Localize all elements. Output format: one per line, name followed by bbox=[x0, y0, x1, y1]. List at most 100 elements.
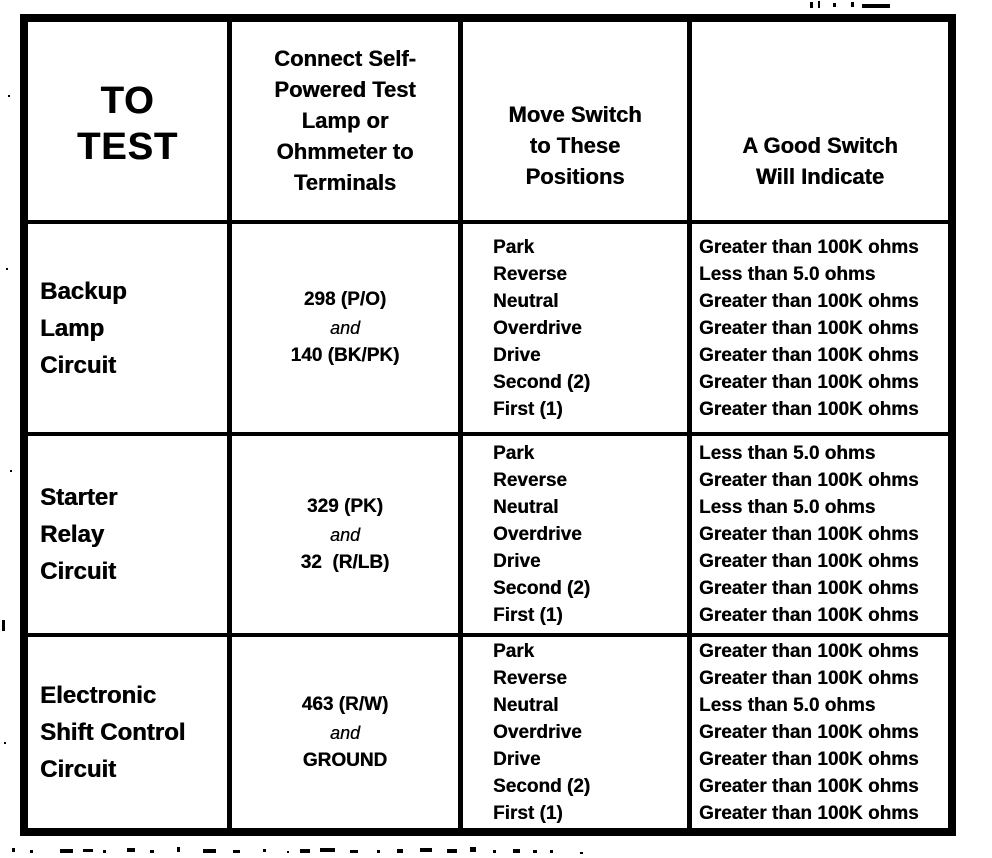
circuit-name-starter-relay: Starter Relay Circuit bbox=[28, 436, 232, 637]
indication-value: Greater than 100K ohms bbox=[699, 236, 919, 258]
scan-noise bbox=[580, 852, 583, 854]
positions-backup-lamp: Park Reverse Neutral Overdrive Drive Sec… bbox=[463, 224, 692, 436]
scan-noise bbox=[203, 849, 216, 853]
indication-value: Greater than 100K ohms bbox=[699, 749, 919, 770]
scan-noise bbox=[103, 850, 106, 853]
scan-noise bbox=[420, 848, 432, 852]
indication-value: Greater than 100K ohms bbox=[699, 578, 919, 599]
circuit-line: Starter bbox=[40, 484, 118, 511]
scan-noise bbox=[233, 850, 240, 853]
scan-noise bbox=[263, 849, 266, 852]
scan-noise bbox=[833, 3, 836, 7]
switch-test-table: TO TEST Connect Self- Powered Test Lamp … bbox=[20, 14, 956, 836]
indication-value: Greater than 100K ohms bbox=[699, 641, 919, 662]
switch-position: Reverse bbox=[493, 668, 567, 689]
indication-value: Greater than 100K ohms bbox=[699, 344, 919, 366]
indications-electronic-shift: Greater than 100K ohms Greater than 100K… bbox=[692, 637, 948, 828]
indication-value: Greater than 100K ohms bbox=[699, 524, 919, 545]
switch-position: Neutral bbox=[493, 695, 559, 716]
indication-value: Greater than 100K ohms bbox=[699, 803, 919, 824]
header-line: A Good Switch bbox=[742, 133, 898, 158]
header-terminals: Connect Self- Powered Test Lamp or Ohmme… bbox=[232, 22, 463, 224]
scan-noise bbox=[447, 849, 457, 853]
scan-noise bbox=[10, 470, 12, 472]
scan-noise bbox=[350, 850, 358, 853]
indication-value: Greater than 100K ohms bbox=[699, 398, 919, 420]
scan-noise bbox=[810, 2, 813, 8]
terminal-value: 32 (R/LB) bbox=[300, 551, 390, 573]
scan-noise bbox=[550, 850, 553, 853]
scan-noise bbox=[12, 848, 15, 852]
terminals-electronic-shift: 463 (R/W) and GROUND bbox=[232, 637, 463, 828]
indication-value: Greater than 100K ohms bbox=[699, 470, 919, 491]
circuit-line: Electronic bbox=[40, 682, 157, 709]
indication-value: Less than 5.0 ohms bbox=[699, 497, 876, 518]
header-line: Ohmmeter to bbox=[276, 139, 414, 164]
indications-starter-relay: Less than 5.0 ohms Greater than 100K ohm… bbox=[692, 436, 948, 637]
scan-noise bbox=[83, 849, 93, 852]
terminal-conjunction: and bbox=[329, 722, 361, 743]
circuit-line: Lamp bbox=[40, 314, 105, 342]
switch-position: Drive bbox=[493, 551, 541, 572]
terminal-value: 140 (BK/PK) bbox=[290, 345, 400, 366]
circuit-line: Circuit bbox=[40, 756, 117, 783]
scan-noise bbox=[533, 850, 537, 853]
circuit-name-electronic-shift: Electronic Shift Control Circuit bbox=[28, 637, 232, 828]
terminal-conjunction: and bbox=[329, 524, 361, 545]
circuit-line: Shift Control bbox=[40, 719, 186, 746]
positions-electronic-shift: Park Reverse Neutral Overdrive Drive Sec… bbox=[463, 637, 692, 828]
circuit-line: Circuit bbox=[40, 351, 117, 379]
header-line: TEST bbox=[76, 126, 179, 168]
indication-value: Less than 5.0 ohms bbox=[699, 443, 876, 464]
scan-noise bbox=[287, 851, 289, 853]
header-line: Lamp or bbox=[301, 108, 389, 133]
switch-position: Neutral bbox=[493, 290, 559, 312]
scan-noise bbox=[493, 850, 496, 853]
switch-position: Second (2) bbox=[493, 371, 591, 393]
switch-position: Drive bbox=[493, 749, 541, 770]
terminal-value: GROUND bbox=[302, 749, 388, 771]
header-line: Positions bbox=[525, 164, 625, 189]
scan-noise bbox=[2, 620, 5, 631]
switch-position: First (1) bbox=[493, 803, 563, 824]
circuit-line: Backup bbox=[40, 277, 127, 305]
indication-value: Greater than 100K ohms bbox=[699, 776, 919, 797]
scan-noise bbox=[127, 848, 135, 852]
indication-value: Greater than 100K ohms bbox=[699, 317, 919, 339]
header-line: to These bbox=[529, 133, 621, 158]
switch-position: Reverse bbox=[493, 470, 567, 491]
indication-value: Greater than 100K ohms bbox=[699, 371, 919, 393]
switch-position: First (1) bbox=[493, 398, 563, 420]
switch-position: Second (2) bbox=[493, 776, 591, 797]
indication-value: Greater than 100K ohms bbox=[699, 605, 919, 626]
scan-noise bbox=[818, 1, 820, 8]
indication-value: Greater than 100K ohms bbox=[699, 290, 919, 312]
terminal-conjunction: and bbox=[329, 318, 361, 338]
header-line: Terminals bbox=[293, 170, 397, 195]
header-line: Connect Self- bbox=[274, 46, 416, 71]
header-line: Will Indicate bbox=[755, 164, 885, 189]
switch-position: Neutral bbox=[493, 497, 559, 518]
scan-noise bbox=[30, 850, 33, 853]
switch-position: Park bbox=[493, 641, 535, 662]
indication-value: Greater than 100K ohms bbox=[699, 551, 919, 572]
indication-value: Greater than 100K ohms bbox=[699, 668, 919, 689]
switch-position: Park bbox=[493, 236, 535, 258]
scan-noise bbox=[513, 849, 520, 853]
scan-noise bbox=[8, 95, 10, 97]
scan-noise bbox=[300, 849, 310, 853]
terminals-backup-lamp: 298 (P/O) and 140 (BK/PK) bbox=[232, 224, 463, 436]
scan-noise bbox=[397, 849, 403, 853]
switch-position: Second (2) bbox=[493, 578, 591, 599]
switch-position: Park bbox=[493, 443, 535, 464]
terminal-value: 329 (PK) bbox=[306, 495, 384, 517]
switch-position: First (1) bbox=[493, 605, 563, 626]
scan-noise bbox=[851, 2, 854, 7]
terminal-value: 463 (R/W) bbox=[301, 693, 389, 715]
switch-position: Overdrive bbox=[493, 524, 582, 545]
terminals-starter-relay: 329 (PK) and 32 (R/LB) bbox=[232, 436, 463, 637]
scan-noise bbox=[150, 850, 154, 853]
switch-position: Reverse bbox=[493, 263, 567, 285]
header-line: Move Switch bbox=[508, 102, 642, 127]
